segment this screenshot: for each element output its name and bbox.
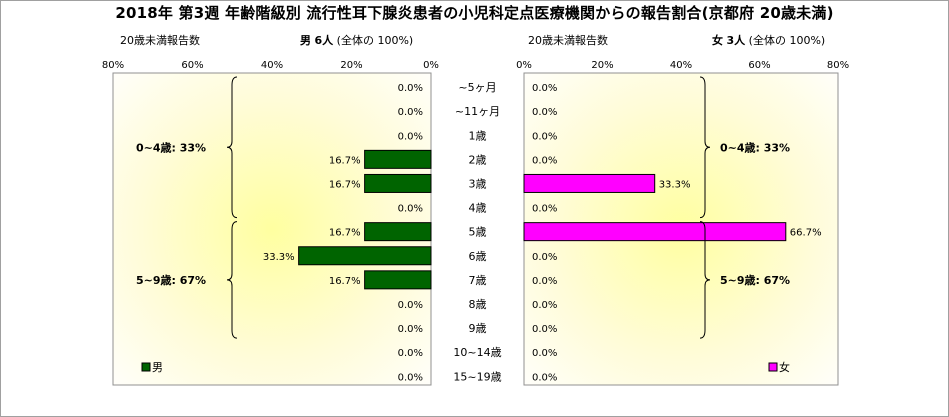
female-bar bbox=[523, 222, 787, 242]
category-label: 9歳 bbox=[469, 322, 487, 335]
category-label: 6歳 bbox=[469, 250, 487, 263]
right-age-group-annotation: 5~9歳: 67% bbox=[720, 273, 790, 287]
female-data-label: 0.0% bbox=[532, 300, 557, 311]
left-count: 6人 bbox=[314, 34, 334, 47]
right-x-tick-label: 0% bbox=[516, 60, 532, 71]
female-data-label: 0.0% bbox=[532, 252, 557, 263]
right-caption: 20歳未満報告数 bbox=[528, 34, 608, 47]
right-age-group-brace bbox=[699, 221, 711, 339]
female-data-label: 0.0% bbox=[532, 348, 557, 359]
right-x-tick-label: 60% bbox=[748, 60, 770, 71]
male-legend-swatch bbox=[141, 362, 151, 372]
category-label: ~11ヶ月 bbox=[455, 105, 500, 118]
left-x-tick-label: 60% bbox=[181, 60, 203, 71]
left-share: (全体の 100%) bbox=[336, 34, 414, 47]
category-label: 7歳 bbox=[469, 274, 487, 287]
female-data-label: 0.0% bbox=[532, 204, 557, 215]
left-age-group-annotation: 5~9歳: 67% bbox=[136, 273, 206, 287]
male-data-label: 0.0% bbox=[398, 204, 423, 215]
category-label: 5歳 bbox=[469, 226, 487, 239]
male-bar bbox=[364, 222, 432, 242]
left-x-tick-label: 40% bbox=[261, 60, 283, 71]
right-share: (全体の 100%) bbox=[748, 34, 826, 47]
category-label: 3歳 bbox=[469, 177, 487, 190]
male-data-label: 16.7% bbox=[329, 179, 361, 190]
male-data-label: 0.0% bbox=[398, 83, 423, 94]
left-x-tick-label: 80% bbox=[102, 60, 124, 71]
right-age-group-brace bbox=[699, 76, 711, 219]
category-label: 4歳 bbox=[469, 202, 487, 215]
male-bar bbox=[298, 246, 432, 266]
category-label: ~5ヶ月 bbox=[458, 81, 496, 94]
right-x-tick-label: 40% bbox=[670, 60, 692, 71]
left-age-group-brace bbox=[226, 76, 238, 219]
left-summary: 男 6人 (全体の 100%) bbox=[300, 32, 413, 48]
category-label: 10~14歳 bbox=[453, 346, 501, 359]
female-data-label: 33.3% bbox=[659, 179, 691, 190]
male-data-label: 16.7% bbox=[329, 155, 361, 166]
female-data-label: 0.0% bbox=[532, 107, 557, 118]
category-label: 2歳 bbox=[469, 153, 487, 166]
left-age-group-brace bbox=[226, 221, 238, 339]
right-summary: 女 3人 (全体の 100%) bbox=[712, 32, 825, 48]
male-data-label: 0.0% bbox=[398, 324, 423, 335]
category-label: 1歳 bbox=[469, 129, 487, 142]
male-data-label: 16.7% bbox=[329, 276, 361, 287]
male-bar bbox=[364, 270, 432, 290]
male-data-label: 0.0% bbox=[398, 131, 423, 142]
chart-title: 2018年 第3週 年齢階級別 流行性耳下腺炎患者の小児科定点医療機関からの報告… bbox=[115, 4, 834, 22]
right-count: 3人 bbox=[726, 34, 746, 47]
male-data-label: 0.0% bbox=[398, 348, 423, 359]
male-bar bbox=[364, 149, 432, 169]
female-data-label: 0.0% bbox=[532, 324, 557, 335]
female-data-label: 0.0% bbox=[532, 155, 557, 166]
left-caption: 20歳未満報告数 bbox=[120, 34, 200, 47]
male-bar bbox=[364, 173, 432, 193]
female-legend-label: 女 bbox=[779, 360, 790, 374]
female-bar bbox=[523, 173, 656, 193]
male-data-label: 33.3% bbox=[263, 252, 295, 263]
right-x-tick-label: 80% bbox=[827, 60, 849, 71]
category-label: 8歳 bbox=[469, 298, 487, 311]
left-x-tick-label: 0% bbox=[423, 60, 439, 71]
right-x-tick-label: 20% bbox=[591, 60, 613, 71]
female-data-label: 0.0% bbox=[532, 276, 557, 287]
left-age-group-annotation: 0~4歳: 33% bbox=[136, 140, 206, 154]
female-data-label: 0.0% bbox=[532, 372, 557, 383]
male-data-label: 16.7% bbox=[329, 228, 361, 239]
male-data-label: 0.0% bbox=[398, 107, 423, 118]
right-sex: 女 bbox=[712, 34, 723, 47]
right-age-group-annotation: 0~4歳: 33% bbox=[720, 140, 790, 154]
female-data-label: 0.0% bbox=[532, 131, 557, 142]
female-legend-swatch bbox=[768, 362, 778, 372]
male-legend-label: 男 bbox=[152, 361, 163, 374]
left-sex: 男 bbox=[300, 34, 311, 47]
left-x-tick-label: 20% bbox=[340, 60, 362, 71]
male-data-label: 0.0% bbox=[398, 300, 423, 311]
category-label: 15~19歳 bbox=[453, 370, 501, 383]
male-data-label: 0.0% bbox=[398, 372, 423, 383]
female-data-label: 0.0% bbox=[532, 83, 557, 94]
female-data-label: 66.7% bbox=[790, 228, 822, 239]
